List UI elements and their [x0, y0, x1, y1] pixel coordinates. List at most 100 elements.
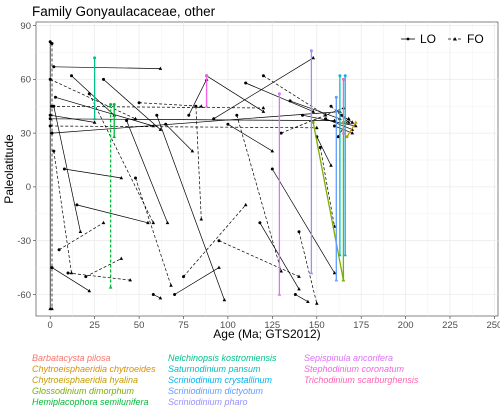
- lo-point: [293, 293, 297, 296]
- fo-point: [332, 118, 337, 122]
- fo-point: [338, 253, 342, 257]
- lo-point: [297, 230, 301, 234]
- chart-title: Family Gonyaulacaceae, other: [32, 4, 216, 19]
- occurrence-segment-line: [316, 136, 332, 166]
- legend: LO FO: [401, 32, 484, 46]
- occurrence-segment-line: [135, 177, 172, 286]
- species-segment: [277, 92, 282, 296]
- lo-point: [345, 135, 349, 139]
- occurrence-segment-line: [289, 100, 341, 120]
- occurrence-segment: [235, 113, 283, 273]
- lo-point: [50, 266, 54, 270]
- lo-point: [338, 74, 342, 78]
- lo-point: [155, 113, 159, 117]
- fo-point: [78, 229, 83, 233]
- occurrence-segment: [52, 65, 163, 70]
- fo-point: [119, 256, 124, 260]
- fo-point: [354, 120, 358, 124]
- x-tick-label: 125: [264, 320, 280, 331]
- occurrence-segment: [270, 167, 337, 275]
- lo-point: [48, 117, 52, 121]
- lo-point: [329, 104, 333, 108]
- species-segment-line: [312, 122, 345, 281]
- fo-point: [270, 149, 275, 153]
- axis-ticks: 0 25 50 75 100 125 150 175 200 225 250 -60 -30 0 30 60 9…: [17, 21, 500, 331]
- fo-point: [169, 283, 173, 287]
- occurrence-segment: [134, 176, 173, 287]
- occurrence-segment-line: [126, 120, 168, 223]
- occurrence-segment-line: [183, 204, 246, 277]
- lo-point: [50, 42, 54, 45]
- legend-lo-point: [406, 37, 410, 41]
- lo-point: [212, 117, 216, 121]
- fo-point: [297, 287, 301, 291]
- occurrence-segment: [212, 55, 315, 121]
- occurrence-segment-line: [76, 204, 148, 224]
- occurrence-segment-line: [139, 102, 202, 107]
- occurrence-segment-line: [195, 106, 202, 220]
- legend-lo-label: LO: [420, 32, 436, 46]
- occurrence-segment: [48, 124, 319, 130]
- fo-point: [350, 120, 355, 124]
- fo-point: [92, 120, 97, 124]
- fo-point: [158, 127, 163, 131]
- lo-point: [343, 74, 347, 78]
- occurrence-segment: [151, 293, 163, 300]
- fo-point: [108, 285, 113, 289]
- fo-point: [297, 274, 301, 278]
- species-legend-item: Trichodinium scarburghensis: [304, 375, 419, 385]
- fo-point: [243, 202, 248, 207]
- lo-point: [182, 275, 185, 279]
- y-tick-label: 90: [20, 21, 31, 32]
- occurrence-segment: [52, 104, 83, 233]
- fo-point: [261, 106, 266, 110]
- fo-point: [146, 220, 150, 225]
- fo-point: [334, 278, 339, 282]
- fo-point: [311, 55, 315, 60]
- species-legend-item: Nelchinopsis kostromiensis: [168, 353, 277, 363]
- legend-fo-point: [453, 37, 457, 41]
- fo-point: [277, 292, 282, 296]
- occurrence-segment: [288, 99, 342, 121]
- occurrence-segment: [57, 220, 106, 252]
- occurrence-segment-line: [236, 115, 282, 272]
- lo-point: [288, 99, 292, 103]
- fo-point: [199, 217, 204, 221]
- occurrence-segment: [54, 95, 156, 128]
- occurrence-segment: [155, 113, 227, 302]
- lo-point: [277, 92, 281, 96]
- lo-point: [57, 248, 61, 252]
- occurrence-segment: [164, 122, 195, 153]
- fo-point: [217, 265, 221, 269]
- colored-segments: [92, 49, 358, 296]
- occurrence-segment-line: [51, 267, 90, 292]
- fo-point: [346, 120, 351, 124]
- y-tick-label: 30: [20, 128, 31, 139]
- occurrence-segment-line: [64, 168, 122, 179]
- fo-point: [341, 278, 346, 282]
- lo-point: [164, 122, 168, 126]
- fo-point: [190, 149, 195, 153]
- species-legend-item: Chytroeisphaeridia hyalina: [32, 375, 138, 385]
- species-segment: [309, 49, 314, 275]
- x-tick-label: 225: [442, 320, 458, 331]
- occurrence-segment-line: [227, 123, 273, 152]
- occurrence-segment: [297, 230, 319, 305]
- y-tick-label: 60: [20, 75, 31, 86]
- species-legend-item: Saturnodinium pansum: [168, 364, 261, 374]
- occurrence-segment: [52, 149, 74, 275]
- lo-point: [84, 275, 88, 279]
- lo-point: [173, 293, 177, 296]
- occurrence-segment-line: [103, 79, 161, 130]
- fo-point: [50, 306, 54, 311]
- occurrence-segment-line: [281, 107, 344, 134]
- occurrence-segment: [48, 117, 337, 122]
- fo-point: [158, 296, 163, 300]
- fo-point: [92, 116, 97, 121]
- occurrence-segment-line: [58, 222, 104, 250]
- lo-point: [235, 113, 239, 117]
- lo-point: [151, 293, 155, 296]
- lo-point: [261, 74, 265, 78]
- fo-point: [199, 104, 204, 108]
- lo-point: [258, 221, 262, 225]
